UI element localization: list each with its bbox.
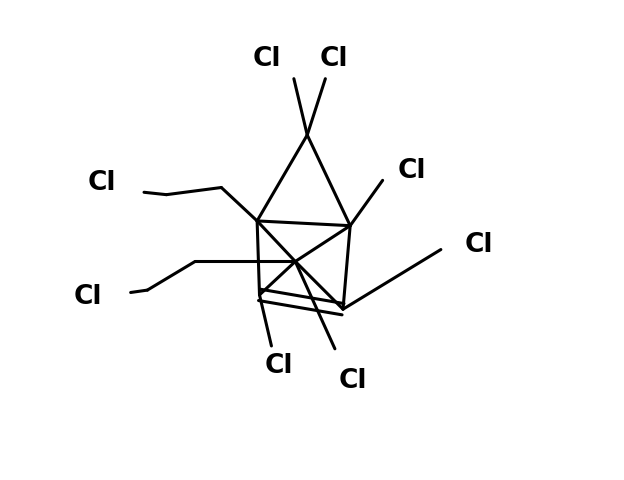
- Text: Cl: Cl: [253, 46, 281, 72]
- Text: Cl: Cl: [465, 232, 493, 258]
- Text: Cl: Cl: [319, 46, 348, 72]
- Text: Cl: Cl: [338, 368, 367, 394]
- Text: Cl: Cl: [398, 158, 426, 184]
- Text: Cl: Cl: [265, 353, 293, 380]
- Text: Cl: Cl: [74, 284, 102, 310]
- Text: Cl: Cl: [88, 170, 116, 196]
